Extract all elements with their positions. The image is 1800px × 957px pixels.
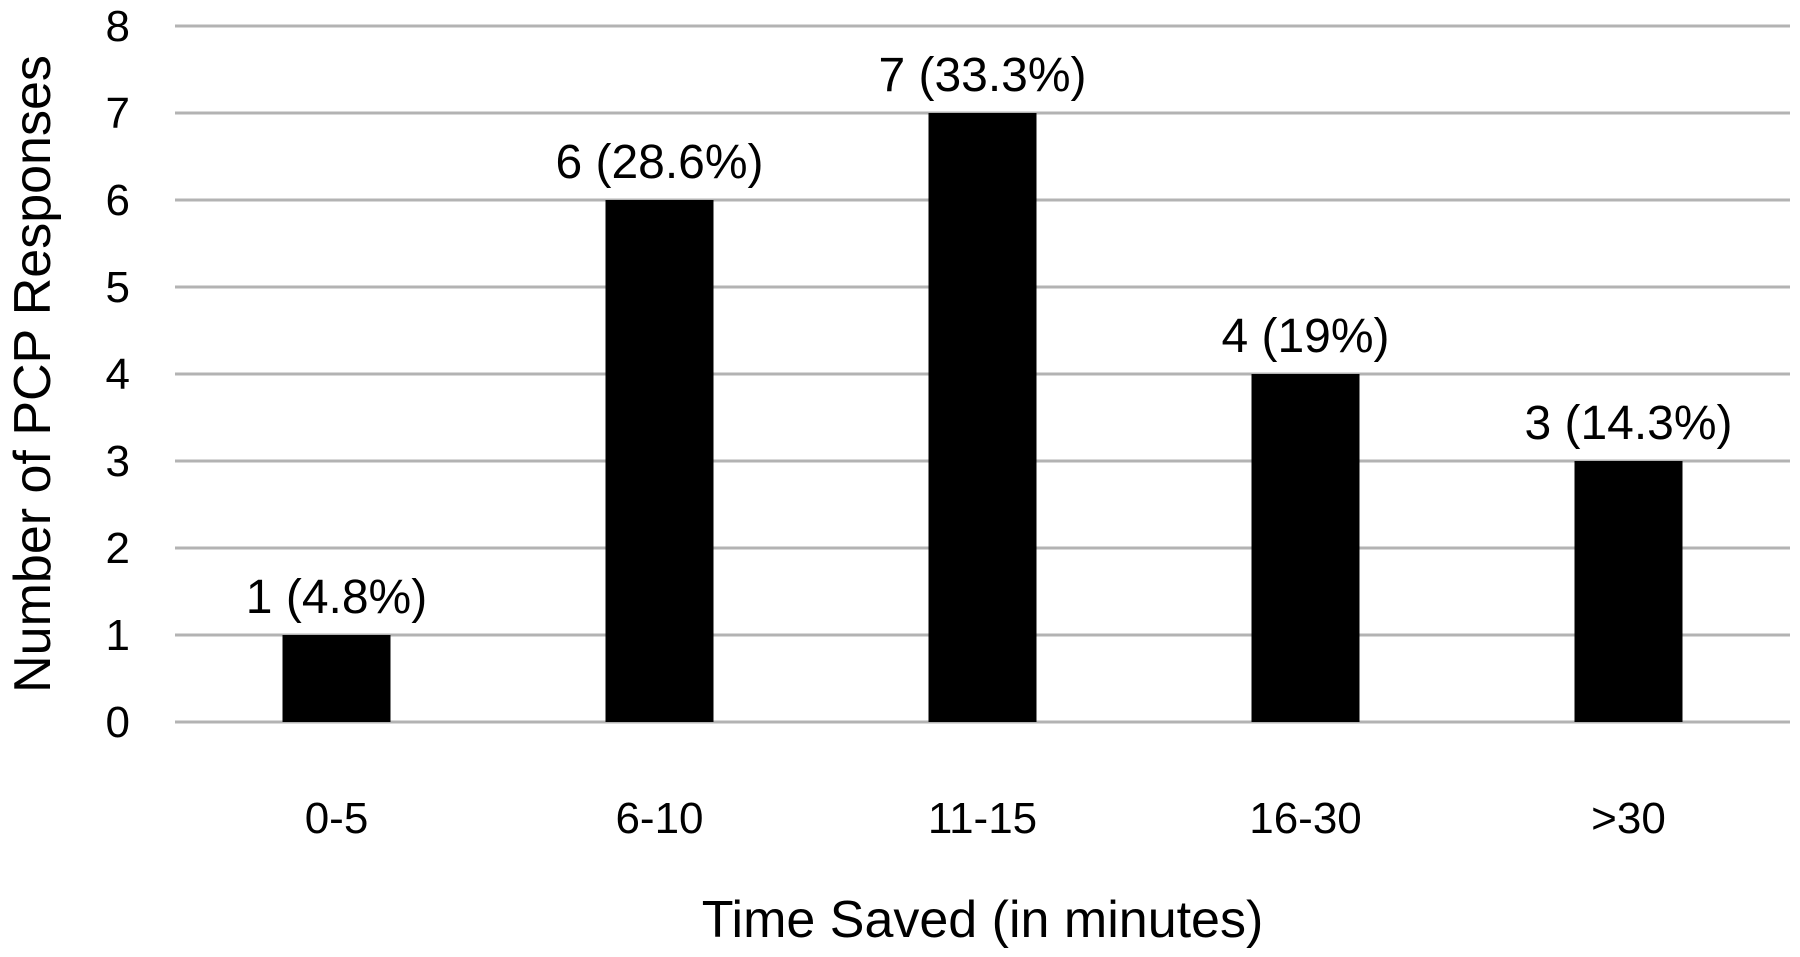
data-label: 3 (14.3%) bbox=[1524, 397, 1732, 450]
y-tick-label: 4 bbox=[106, 350, 130, 399]
x-axis-title: Time Saved (in minutes) bbox=[702, 891, 1264, 949]
bar bbox=[928, 113, 1037, 722]
bar bbox=[1251, 374, 1360, 722]
x-tick-label: 16-30 bbox=[1249, 794, 1362, 843]
data-label: 7 (33.3%) bbox=[878, 49, 1086, 102]
y-tick-label: 1 bbox=[106, 611, 130, 660]
y-tick-label: 3 bbox=[106, 437, 130, 486]
x-tick-label: 6-10 bbox=[615, 794, 703, 843]
bar bbox=[1574, 461, 1683, 722]
data-label: 6 (28.6%) bbox=[555, 136, 763, 189]
y-axis-title: Number of PCP Responses bbox=[4, 55, 62, 693]
bars bbox=[282, 113, 1683, 722]
x-tick-label: 11-15 bbox=[928, 794, 1037, 843]
y-tick-label: 7 bbox=[106, 89, 130, 138]
y-axis-ticks: 0 1 2 3 4 5 6 7 8 bbox=[106, 2, 130, 747]
data-labels: 1 (4.8%) 6 (28.6%) 7 (33.3%) 4 (19%) 3 (14.3… bbox=[246, 49, 1733, 624]
bar bbox=[282, 635, 391, 722]
y-tick-label: 6 bbox=[106, 176, 130, 225]
x-axis-ticks: 0-5 6-10 11-15 16-30 >30 bbox=[305, 794, 1666, 843]
data-label: 4 (19%) bbox=[1221, 310, 1389, 363]
x-tick-label: >30 bbox=[1591, 794, 1666, 843]
data-label: 1 (4.8%) bbox=[246, 571, 427, 624]
y-tick-label: 5 bbox=[106, 263, 130, 312]
x-tick-label: 0-5 bbox=[305, 794, 369, 843]
y-tick-label: 8 bbox=[106, 2, 130, 51]
y-tick-label: 0 bbox=[106, 698, 130, 747]
y-tick-label: 2 bbox=[106, 524, 130, 573]
bar bbox=[605, 200, 714, 722]
